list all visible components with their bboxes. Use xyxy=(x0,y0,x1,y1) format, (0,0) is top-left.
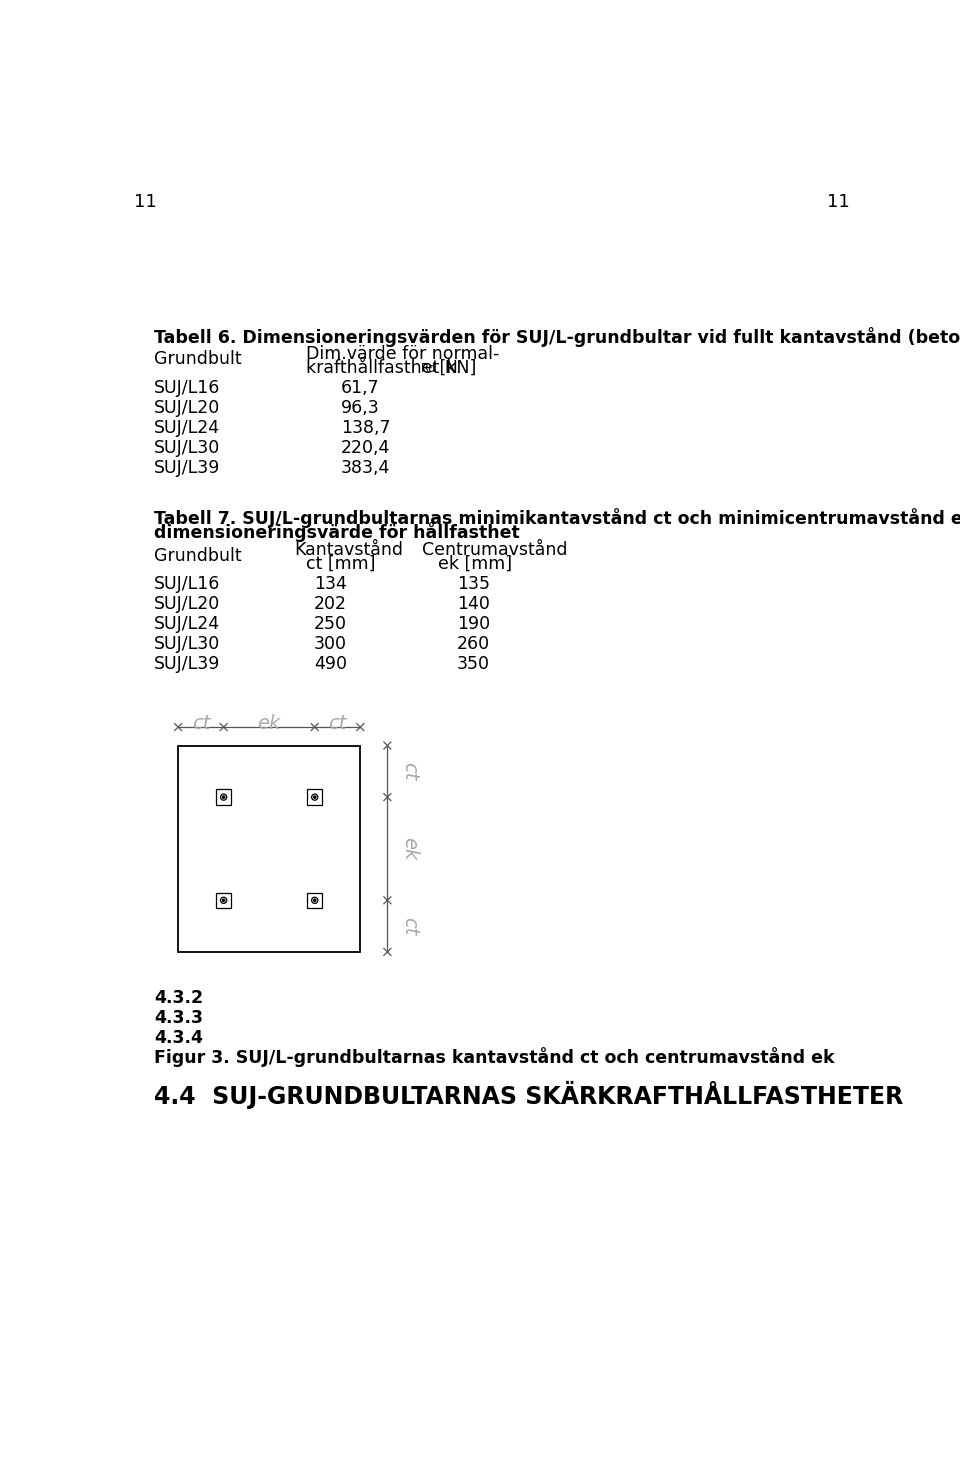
Text: 202: 202 xyxy=(314,594,347,612)
Text: 4.3.3: 4.3.3 xyxy=(155,1009,204,1027)
Text: 134: 134 xyxy=(314,575,347,593)
Text: Figur 3. SUJ/L-grundbultarnas kantavstånd ct och centrumavstånd ek: Figur 3. SUJ/L-grundbultarnas kantavstån… xyxy=(155,1047,834,1068)
Text: 140: 140 xyxy=(457,594,490,612)
Text: SUJ/L20: SUJ/L20 xyxy=(155,399,221,418)
Text: SUJ/L16: SUJ/L16 xyxy=(155,575,221,593)
Text: 250: 250 xyxy=(314,615,347,633)
Circle shape xyxy=(221,794,227,800)
Text: 490: 490 xyxy=(314,655,347,672)
Text: Grundbult: Grundbult xyxy=(155,547,242,565)
Text: Tabell 7. SUJ/L-grundbultarnas minimikantavstånd ct och minimicentrumavstånd ek : Tabell 7. SUJ/L-grundbultarnas minimikan… xyxy=(155,509,960,528)
Text: [kN]: [kN] xyxy=(434,359,476,377)
Circle shape xyxy=(223,796,225,799)
Text: dimensioneringsvärde för hållfasthet: dimensioneringsvärde för hållfasthet xyxy=(155,522,520,543)
Text: ek: ek xyxy=(399,837,419,861)
Bar xyxy=(179,746,360,952)
Text: Tabell 6. Dimensioneringsvärden för SUJ/L-grundbultar vid fullt kantavstånd (bet: Tabell 6. Dimensioneringsvärden för SUJ/… xyxy=(155,327,960,347)
Text: ct: ct xyxy=(399,916,419,936)
Text: 138,7: 138,7 xyxy=(341,419,391,437)
Bar xyxy=(307,790,323,805)
Text: 96,3: 96,3 xyxy=(341,399,379,418)
Circle shape xyxy=(314,796,316,799)
Text: ct: ct xyxy=(399,762,419,781)
Text: 61,7: 61,7 xyxy=(341,380,379,397)
Text: SUJ/L24: SUJ/L24 xyxy=(155,615,220,633)
Circle shape xyxy=(314,899,316,902)
Text: ek: ek xyxy=(257,713,281,733)
Text: SUJ/L20: SUJ/L20 xyxy=(155,594,221,612)
Text: SUJ/L24: SUJ/L24 xyxy=(155,419,220,437)
Text: ct: ct xyxy=(328,713,347,733)
Text: 11: 11 xyxy=(134,194,156,212)
Text: ek [mm]: ek [mm] xyxy=(438,555,512,572)
Text: 4.3.4: 4.3.4 xyxy=(155,1028,204,1047)
Text: 135: 135 xyxy=(457,575,491,593)
Text: Rd: Rd xyxy=(420,362,437,375)
Bar xyxy=(307,893,323,908)
Circle shape xyxy=(223,899,225,902)
Text: 220,4: 220,4 xyxy=(341,438,391,457)
Text: 350: 350 xyxy=(457,655,491,672)
Circle shape xyxy=(312,794,318,800)
Text: 4.4  SUJ-GRUNDBULTARNAS SKÄRKRAFTHÅLLFASTHETER: 4.4 SUJ-GRUNDBULTARNAS SKÄRKRAFTHÅLLFAST… xyxy=(155,1081,903,1109)
Text: Dim.värde för normal-: Dim.värde för normal- xyxy=(306,346,499,363)
Text: SUJ/L30: SUJ/L30 xyxy=(155,634,221,653)
Text: 190: 190 xyxy=(457,615,491,633)
Text: Grundbult: Grundbult xyxy=(155,350,242,368)
Text: ct [mm]: ct [mm] xyxy=(306,555,375,572)
Circle shape xyxy=(221,897,227,903)
Bar xyxy=(216,893,231,908)
Text: 300: 300 xyxy=(314,634,347,653)
Text: SUJ/L39: SUJ/L39 xyxy=(155,459,221,477)
Text: 383,4: 383,4 xyxy=(341,459,391,477)
Text: 4.3.2: 4.3.2 xyxy=(155,989,204,1006)
Bar xyxy=(216,790,231,805)
Text: SUJ/L30: SUJ/L30 xyxy=(155,438,221,457)
Text: 11: 11 xyxy=(828,194,850,212)
Text: SUJ/L16: SUJ/L16 xyxy=(155,380,221,397)
Text: 260: 260 xyxy=(457,634,491,653)
Text: SUJ/L39: SUJ/L39 xyxy=(155,655,221,672)
Text: ct: ct xyxy=(192,713,210,733)
Circle shape xyxy=(312,897,318,903)
Text: Kantavstånd: Kantavstånd xyxy=(295,541,403,559)
Text: Centrumavstånd: Centrumavstånd xyxy=(422,541,567,559)
Text: krafthållfasthet N: krafthållfasthet N xyxy=(306,359,458,377)
